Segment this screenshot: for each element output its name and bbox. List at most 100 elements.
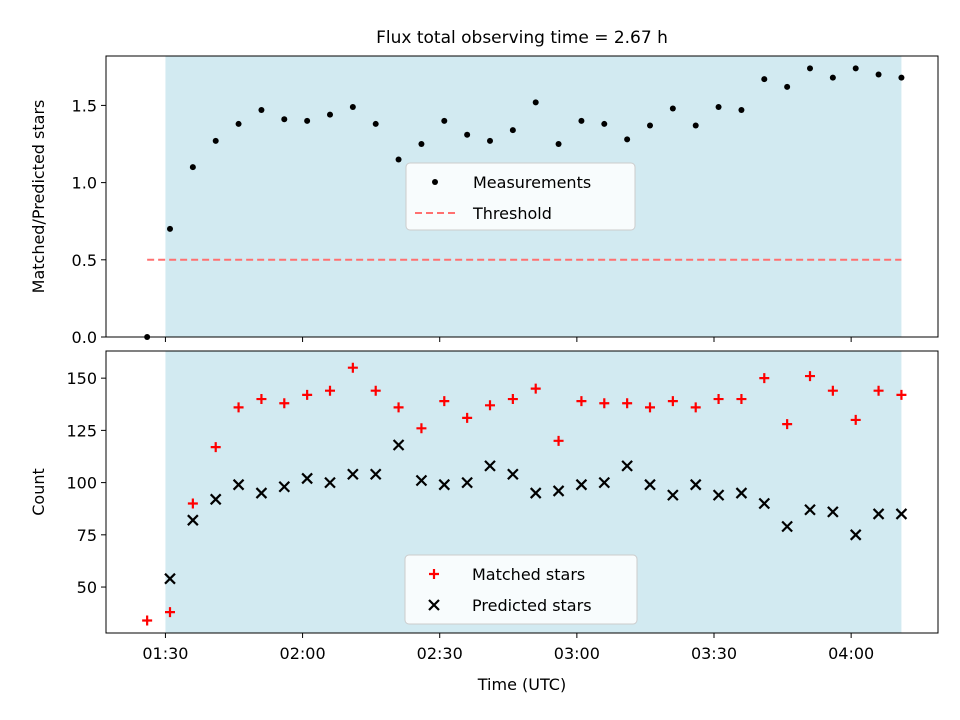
measurement-point — [349, 103, 356, 110]
predicted-star-point — [667, 489, 679, 501]
predicted-star-point — [369, 468, 382, 481]
measurement-point — [212, 137, 219, 144]
measurement-point — [258, 107, 265, 114]
measurement-point — [852, 65, 859, 72]
legend-marker — [432, 179, 438, 185]
measurement-point — [738, 107, 745, 114]
matched-star-point — [325, 385, 335, 396]
measurement-point — [578, 117, 585, 124]
y-tick-label: 1.0 — [72, 174, 97, 193]
matched-star-point — [576, 396, 587, 407]
predicted-star-point — [758, 497, 771, 510]
measurement-point — [167, 225, 173, 232]
measurement-point — [555, 141, 562, 148]
measurement-point — [235, 120, 242, 127]
predicted-star-point — [621, 460, 633, 472]
plot-frame — [105, 350, 939, 634]
matched-star-point — [256, 394, 267, 405]
y-axis-label: Count — [29, 468, 48, 516]
y-axis-label: Matched/Predicted stars — [29, 100, 48, 294]
measurement-point — [601, 120, 608, 127]
matched-star-point — [690, 402, 701, 413]
matched-star-point — [416, 423, 427, 434]
counts-panel: 50 75 100 125 150 01:30 02:00 02:30 03:00 03:30 04… — [29, 350, 939, 694]
matched-star-point — [667, 396, 678, 407]
y-tick-label: 1.5 — [72, 96, 97, 115]
matched-star-point — [553, 435, 564, 446]
matched-star-point — [850, 414, 861, 425]
plot-frame — [105, 55, 939, 338]
measurement-point — [784, 83, 791, 90]
matched-star-point — [622, 398, 633, 409]
predicted-star-point — [804, 503, 816, 516]
x-tick-label: 02:00 — [280, 644, 326, 663]
measurement-point — [509, 127, 516, 134]
matched-star-point — [645, 402, 655, 413]
predicted-star-point — [849, 529, 862, 541]
matched-star-point — [736, 394, 747, 405]
x-tick-label: 03:00 — [554, 644, 600, 663]
matched-star-point — [507, 394, 518, 405]
y-tick-label: 0.5 — [72, 251, 97, 270]
matched-star-point — [279, 398, 290, 409]
x-axis-label: Time (UTC) — [477, 675, 566, 694]
legend-label: Threshold — [472, 204, 552, 223]
x-tick-label: 03:30 — [691, 644, 737, 663]
predicted-star-point — [255, 487, 268, 499]
predicted-star-point — [164, 572, 176, 585]
matched-star-point — [599, 398, 610, 409]
predicted-star-point — [484, 460, 496, 472]
matched-star-point — [462, 412, 473, 423]
matched-star-point — [393, 402, 404, 413]
measurements-panel: 0.0 0.5 1.0 1.5 Matched/Predicted stars Measu… — [29, 55, 939, 347]
measurement-point — [875, 71, 882, 78]
measurement-point — [647, 122, 653, 129]
predicted-star-point — [598, 476, 611, 489]
measurement-point — [807, 65, 813, 72]
matched-star-point — [530, 383, 541, 394]
measurement-point — [189, 164, 196, 171]
predicted-star-point — [895, 508, 908, 520]
predicted-star-point — [781, 520, 793, 533]
legend-box — [404, 554, 638, 625]
measurement-point — [418, 141, 425, 148]
matched-star-point — [439, 396, 450, 407]
predicted-star-point — [232, 478, 245, 491]
predicted-star-point — [552, 485, 565, 497]
measurement-point — [692, 122, 699, 129]
predicted-star-point — [735, 487, 748, 499]
matched-star-point — [805, 371, 815, 382]
predicted-star-point — [438, 478, 451, 491]
measurement-point — [441, 117, 448, 124]
matched-star-point — [302, 389, 313, 400]
matched-star-point — [782, 419, 793, 430]
y-tick-label: 100 — [66, 474, 97, 493]
predicted-star-point — [347, 468, 359, 481]
matched-star-point — [759, 373, 770, 384]
x-tick-label: 04:00 — [828, 644, 874, 663]
matched-star-point — [896, 389, 907, 400]
predicted-star-point — [278, 481, 291, 493]
predicted-star-point — [461, 476, 473, 489]
matched-star-point — [210, 442, 221, 453]
measurement-point — [464, 131, 471, 138]
measurement-point — [281, 116, 288, 123]
predicted-star-point — [301, 472, 313, 485]
predicted-star-point — [415, 474, 428, 487]
measurement-point — [304, 117, 311, 124]
matched-star-point — [142, 615, 153, 626]
matched-star-point — [347, 362, 358, 373]
predicted-star-point — [187, 514, 199, 526]
legend-box — [405, 162, 636, 231]
predicted-star-point — [872, 508, 885, 520]
y-tick-label: 50 — [77, 578, 97, 597]
measurement-point — [395, 156, 402, 163]
measurement-point — [761, 76, 768, 83]
matched-star-point — [370, 385, 381, 396]
measurement-point — [624, 136, 631, 143]
measurement-point — [898, 74, 905, 81]
matched-star-point — [485, 400, 495, 411]
legend-label: Measurements — [473, 173, 591, 192]
matched-star-point — [233, 402, 244, 413]
predicted-star-point — [209, 493, 222, 506]
